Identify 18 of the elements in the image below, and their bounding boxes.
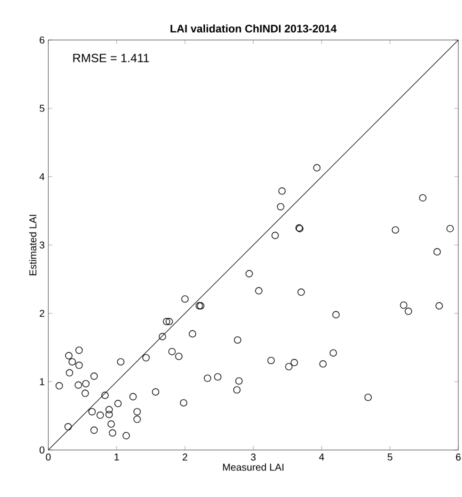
- y-tick-label: 4: [39, 173, 44, 180]
- x-tick-label: 3: [250, 454, 256, 461]
- y-tick-label: 3: [40, 241, 44, 249]
- chart-title: LAI validation ChINDI 2013-2014: [170, 24, 337, 33]
- y-tick-label: 5: [40, 104, 44, 112]
- x-tick-label: 0: [46, 454, 51, 461]
- x-tick-label: 2: [182, 454, 188, 460]
- x-axis-title: Measured LAI: [223, 463, 284, 471]
- x-tick-label: 5: [388, 454, 392, 460]
- y-tick-label: 6: [40, 36, 44, 44]
- y-tick-label: 1: [40, 378, 44, 386]
- x-tick-label: 4: [319, 454, 324, 460]
- annotation: RMSE = 1.411: [73, 54, 149, 62]
- y-axis-title: Estimated LAI: [29, 214, 36, 276]
- x-tick-label: 1: [114, 454, 119, 460]
- y-tick-label: 0: [40, 446, 44, 454]
- y-tick-label: 2: [40, 310, 44, 317]
- x-tick-label: 6: [456, 454, 461, 461]
